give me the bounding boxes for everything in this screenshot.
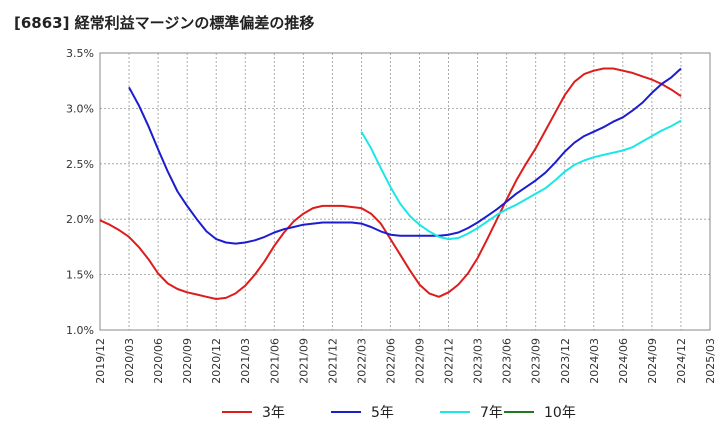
x-tick-label: 2020/06 bbox=[152, 338, 165, 384]
x-tick-label: 2022/12 bbox=[443, 338, 456, 384]
y-axis-ticks: 1.0% 1.5% 2.0% 2.5% 3.0% 3.5% bbox=[66, 47, 94, 337]
x-tick-label: 2020/09 bbox=[181, 338, 194, 384]
legend-label: 3年 bbox=[262, 405, 285, 421]
legend-label: 5年 bbox=[371, 405, 394, 421]
x-tick-label: 2023/06 bbox=[501, 338, 514, 384]
x-tick-label: 2021/12 bbox=[326, 338, 339, 384]
series-line-5年 bbox=[128, 67, 682, 245]
legend-label: 10年 bbox=[544, 405, 576, 421]
x-tick-label: 2023/03 bbox=[472, 338, 485, 384]
legend-item: 3年 bbox=[222, 402, 285, 422]
x-tick-label: 2022/09 bbox=[414, 338, 427, 384]
x-tick-label: 2022/03 bbox=[355, 338, 368, 384]
x-tick-label: 2024/12 bbox=[675, 338, 688, 384]
legend-swatch bbox=[504, 411, 534, 413]
x-tick-label: 2024/09 bbox=[646, 338, 659, 384]
x-tick-label: 2021/09 bbox=[297, 338, 310, 384]
y-tick-label: 2.5% bbox=[66, 158, 94, 171]
series-line-3年 bbox=[99, 67, 682, 300]
chart-title: [6863] 経常利益マージンの標準偏差の推移 bbox=[14, 14, 315, 32]
grid-lines bbox=[100, 52, 710, 331]
legend-item: 10年 bbox=[504, 402, 576, 422]
series-line-7年 bbox=[360, 119, 682, 241]
y-tick-label: 3.0% bbox=[66, 102, 94, 115]
y-tick-label: 1.5% bbox=[66, 269, 94, 282]
y-tick-label: 1.0% bbox=[66, 324, 94, 337]
x-tick-label: 2020/03 bbox=[123, 338, 136, 384]
x-tick-label: 2024/06 bbox=[617, 338, 630, 384]
x-axis-ticks: 2019/12 2020/03 2020/06 2020/09 2020/12 2021/… bbox=[94, 338, 717, 384]
legend-swatch bbox=[222, 411, 252, 413]
x-tick-label: 2021/03 bbox=[239, 338, 252, 384]
x-tick-label: 2023/09 bbox=[530, 338, 543, 384]
x-tick-label: 2025/03 bbox=[704, 338, 717, 384]
series-lines bbox=[99, 67, 682, 300]
x-tick-label: 2019/12 bbox=[94, 338, 107, 384]
legend-swatch bbox=[331, 411, 361, 413]
plot-frame bbox=[99, 52, 711, 331]
x-tick-label: 2020/12 bbox=[210, 338, 223, 384]
y-tick-label: 3.5% bbox=[66, 47, 94, 60]
y-tick-label: 2.0% bbox=[66, 213, 94, 226]
legend-item: 5年 bbox=[331, 402, 394, 422]
legend-swatch bbox=[440, 411, 470, 413]
x-tick-label: 2021/06 bbox=[268, 338, 281, 384]
x-tick-label: 2022/06 bbox=[384, 338, 397, 384]
legend-item: 7年 bbox=[440, 402, 503, 422]
x-tick-label: 2024/03 bbox=[588, 338, 601, 384]
legend-label: 7年 bbox=[480, 405, 503, 421]
x-tick-label: 2023/12 bbox=[559, 338, 572, 384]
